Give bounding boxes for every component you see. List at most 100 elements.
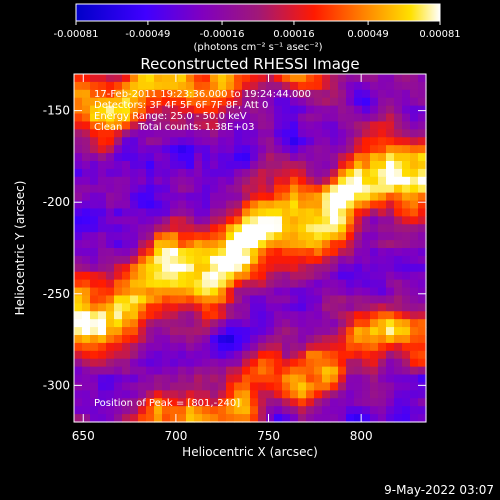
heatmap-cell xyxy=(314,113,323,123)
heatmap-cell xyxy=(170,224,179,233)
heatmap-cell xyxy=(362,271,371,281)
heatmap-cell xyxy=(402,255,411,265)
colorbar-tick-label: -0.00081 xyxy=(54,29,99,40)
heatmap-cell xyxy=(242,374,251,384)
heatmap-cell xyxy=(378,335,387,344)
heatmap-cell xyxy=(226,184,235,194)
heatmap-cell xyxy=(282,232,291,241)
heatmap-cell xyxy=(114,224,123,233)
heatmap-cell xyxy=(322,74,331,83)
heatmap-cell xyxy=(130,366,139,376)
heatmap-cell xyxy=(138,129,147,138)
heatmap-cell xyxy=(378,81,387,91)
heatmap-cell xyxy=(114,414,123,423)
heatmap-cell xyxy=(98,208,107,217)
heatmap-cell xyxy=(138,295,147,304)
heatmap-cell xyxy=(298,161,307,170)
heatmap-cell xyxy=(90,358,99,368)
heatmap-cell xyxy=(418,271,427,281)
heatmap-cell xyxy=(162,216,171,225)
heatmap-cell xyxy=(82,255,91,265)
heatmap-cell xyxy=(106,366,115,376)
heatmap-cell xyxy=(138,374,147,384)
heatmap-cell xyxy=(146,350,155,360)
heatmap-cell xyxy=(82,319,91,328)
heatmap-cell xyxy=(274,208,283,217)
heatmap-cell xyxy=(322,263,331,273)
heatmap-cell xyxy=(314,382,323,391)
heatmap-cell xyxy=(226,216,235,225)
heatmap-cell xyxy=(90,113,99,123)
heatmap-cell xyxy=(242,168,251,178)
heatmap-cell xyxy=(90,366,99,376)
heatmap-cell xyxy=(146,208,155,217)
heatmap-cell xyxy=(314,184,323,194)
heatmap-cell xyxy=(306,192,315,202)
heatmap-cell xyxy=(146,184,155,194)
heatmap-cell xyxy=(106,335,115,344)
heatmap-cell xyxy=(114,271,123,281)
heatmap-cell xyxy=(410,105,419,115)
heatmap-cell xyxy=(226,271,235,281)
heatmap-cell xyxy=(202,311,211,320)
heatmap-cell xyxy=(122,216,131,225)
heatmap-cell xyxy=(290,398,299,407)
heatmap-cell xyxy=(90,335,99,344)
heatmap-cell xyxy=(74,327,83,336)
heatmap-cell xyxy=(386,406,395,415)
heatmap-cell xyxy=(122,350,131,360)
heatmap-cell xyxy=(218,168,227,178)
heatmap-cell xyxy=(330,255,339,265)
heatmap-cell xyxy=(378,89,387,99)
heatmap-cell xyxy=(306,342,315,352)
heatmap-cell xyxy=(258,176,267,186)
heatmap-cell xyxy=(202,224,211,233)
heatmap-cell xyxy=(122,414,131,423)
heatmap-cell xyxy=(178,406,187,415)
heatmap-cell xyxy=(402,263,411,273)
heatmap-cell xyxy=(218,350,227,360)
heatmap-cell xyxy=(98,224,107,233)
heatmap-cell xyxy=(298,287,307,297)
heatmap-cell xyxy=(394,105,403,115)
heatmap-cell xyxy=(266,287,275,297)
heatmap-cell xyxy=(122,358,131,368)
heatmap-cell xyxy=(298,398,307,407)
heatmap-cell xyxy=(194,366,203,376)
heatmap-cell xyxy=(402,74,411,83)
heatmap-cell xyxy=(330,192,339,202)
heatmap-cell xyxy=(290,81,299,91)
heatmap-cell xyxy=(146,137,155,146)
heatmap-cell xyxy=(138,287,147,297)
heatmap-cell xyxy=(138,311,147,320)
heatmap-cell xyxy=(82,327,91,336)
heatmap-cell xyxy=(162,374,171,384)
heatmap-cell xyxy=(162,248,171,257)
heatmap-cell xyxy=(218,113,227,123)
heatmap-cell xyxy=(378,176,387,186)
heatmap-cell xyxy=(106,240,115,249)
heatmap-cell xyxy=(346,263,355,273)
heatmap-cell xyxy=(114,232,123,241)
heatmap-cell xyxy=(130,303,139,312)
heatmap-cell xyxy=(370,240,379,249)
heatmap-cell xyxy=(258,153,267,162)
heatmap-cell xyxy=(122,287,131,297)
heatmap-cell xyxy=(122,327,131,336)
heatmap-cell xyxy=(394,153,403,162)
heatmap-cell xyxy=(194,121,203,130)
heatmap-cell xyxy=(202,414,211,423)
heatmap-cell xyxy=(290,224,299,233)
heatmap-cell xyxy=(314,255,323,265)
heatmap-cell xyxy=(290,161,299,170)
heatmap-cell xyxy=(410,145,419,154)
heatmap-cell xyxy=(298,105,307,115)
heatmap-cell xyxy=(338,161,347,170)
heatmap-cell xyxy=(82,311,91,320)
heatmap-cell xyxy=(138,271,147,281)
heatmap-cell xyxy=(274,192,283,202)
heatmap-cell xyxy=(234,366,243,376)
heatmap-cell xyxy=(386,398,395,407)
heatmap-cell xyxy=(210,263,219,273)
heatmap-cell xyxy=(354,414,363,423)
